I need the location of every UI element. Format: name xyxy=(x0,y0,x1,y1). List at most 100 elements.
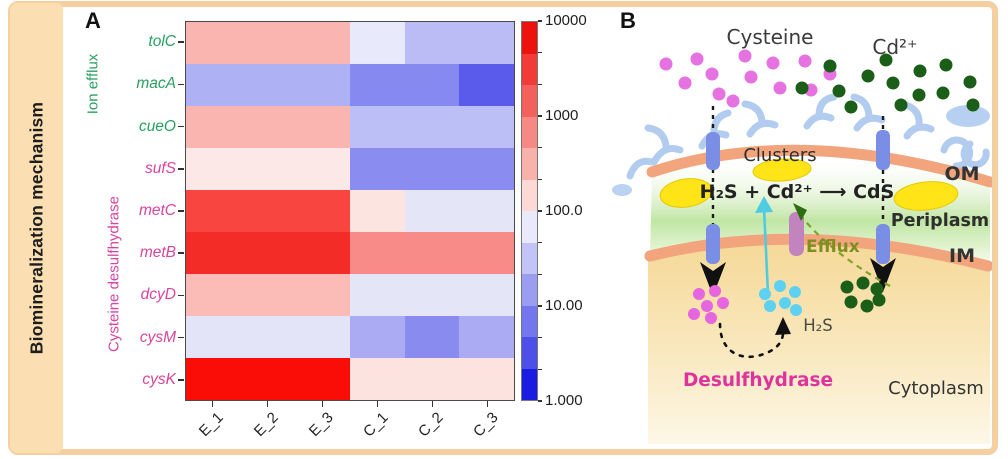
colorbar-segment-5 xyxy=(522,179,537,211)
cytoplasm-cd-dots xyxy=(840,276,886,313)
heatmap-cell-sufS-C_3 xyxy=(459,148,514,190)
heatmap-cell-sufS-E_1 xyxy=(186,148,241,190)
row-label-cysM: cysM xyxy=(139,328,176,346)
heatmap-cell-sufS-E_3 xyxy=(295,148,350,190)
panel-a-label: A xyxy=(85,8,101,33)
heatmap-cell-cysM-E_1 xyxy=(186,316,241,358)
periplasm-region xyxy=(650,153,990,262)
heatmap-cell-metB-E_2 xyxy=(240,232,296,274)
efflux-arrow xyxy=(800,215,891,287)
heatmap xyxy=(185,21,515,401)
heatmap-cell-metB-E_1 xyxy=(186,232,241,274)
lps-decoration-icon xyxy=(626,93,990,180)
h2s-label: H₂S xyxy=(803,316,833,335)
heatmap-cell-cysK-C_2 xyxy=(404,358,460,400)
heatmap-cell-dcyD-E_3 xyxy=(295,274,350,316)
heatmap-cell-metB-C_3 xyxy=(459,232,514,274)
mechanism-diagram: Cysteine Cd²⁺ Clusters H₂S + Cd²⁺ ⟶ CdS … xyxy=(612,25,992,444)
colorbar-tick xyxy=(538,83,542,86)
colorbar-label-1000: 1000 xyxy=(545,107,579,124)
colorbar-tick xyxy=(538,400,542,402)
colorbar-tick xyxy=(538,20,542,22)
heatmap-cell-metC-E_2 xyxy=(240,190,296,232)
heatmap-cell-dcyD-E_1 xyxy=(186,274,241,316)
inner-membrane xyxy=(644,233,992,272)
colorbar-segment-2 xyxy=(522,85,537,117)
heatmap-cell-tolC-C_1 xyxy=(350,22,405,64)
colorbar-tick xyxy=(538,51,542,54)
colorbar-segment-9 xyxy=(522,305,537,337)
colorbar-tick xyxy=(538,210,542,212)
sidebar-strip: Biomineralization mechanism xyxy=(10,3,63,453)
heatmap-cell-sufS-E_2 xyxy=(240,148,296,190)
sidebar-title: Biomineralization mechanism xyxy=(26,101,46,355)
col-tick xyxy=(486,401,489,407)
row-tick xyxy=(178,252,184,255)
heatmap-cell-metC-C_3 xyxy=(459,190,514,232)
row-tick xyxy=(178,41,184,43)
heatmap-cell-metB-C_2 xyxy=(404,232,460,274)
col-label-E_1: E_1 xyxy=(195,409,227,440)
panel-b-label: B xyxy=(620,8,636,33)
row-tick xyxy=(178,125,184,128)
colorbar-label-10000: 10000 xyxy=(545,12,587,29)
desulfhydrase-arrowhead-icon xyxy=(775,317,791,335)
heatmap-cell-tolC-E_1 xyxy=(186,22,241,64)
heatmap-cell-sufS-C_2 xyxy=(404,148,460,190)
colorbar-label-100.0: 100.0 xyxy=(545,202,583,219)
efflux-arrowhead-icon xyxy=(793,203,807,221)
h2s-arrowhead-icon xyxy=(755,196,773,213)
h2s-arrow xyxy=(762,207,770,295)
heatmap-cell-tolC-C_3 xyxy=(459,22,514,64)
heatmap-cell-macA-C_3 xyxy=(459,64,514,106)
row-tick xyxy=(178,167,184,170)
colorbar-segment-6 xyxy=(522,211,537,243)
col-label-E_2: E_2 xyxy=(250,409,282,440)
heatmap-cell-cysM-E_2 xyxy=(240,316,296,358)
row-label-macA: macA xyxy=(136,75,176,93)
cysteine-label: Cysteine xyxy=(727,25,814,49)
im-label: IM xyxy=(949,245,975,267)
row-label-metB: metB xyxy=(139,244,176,262)
colorbar-segment-10 xyxy=(522,337,537,369)
row-label-cysK: cysK xyxy=(142,370,176,388)
heatmap-cell-metB-C_1 xyxy=(350,232,405,274)
row-label-metC: metC xyxy=(138,202,176,219)
heatmap-cell-macA-E_3 xyxy=(295,64,350,106)
row-label-sufS: sufS xyxy=(144,159,176,177)
membrane-channels xyxy=(706,130,890,264)
heatmap-cell-cysK-C_1 xyxy=(350,358,405,400)
heatmap-cell-cysM-C_3 xyxy=(459,316,514,358)
heatmap-cell-cysK-C_3 xyxy=(459,358,514,400)
row-label-dcyD: dcyD xyxy=(140,286,176,304)
colorbar-segment-8 xyxy=(522,274,537,306)
heatmap-cell-cysM-C_1 xyxy=(350,316,405,358)
heatmap-cell-cysK-E_1 xyxy=(186,358,241,400)
heatmap-cell-cysM-C_2 xyxy=(404,316,460,358)
heatmap-cell-cysK-E_2 xyxy=(240,358,296,400)
heatmap-cell-dcyD-C_2 xyxy=(404,274,460,316)
heatmap-cell-cysK-E_3 xyxy=(295,358,350,400)
heatmap-cell-dcyD-C_3 xyxy=(459,274,514,316)
efflux-pump xyxy=(789,212,804,256)
cysteine-dots xyxy=(659,49,837,108)
heatmap-cell-tolC-E_3 xyxy=(295,22,350,64)
colorbar xyxy=(521,21,538,401)
colorbar-segment-0 xyxy=(522,22,537,54)
heatmap-cell-dcyD-C_1 xyxy=(350,274,405,316)
heatmap-cell-metC-E_1 xyxy=(186,190,241,232)
row-label-tolC: tolC xyxy=(148,33,176,51)
heatmap-cell-metC-C_1 xyxy=(350,190,405,232)
colorbar-tick xyxy=(538,368,542,371)
col-label-E_3: E_3 xyxy=(305,409,337,440)
row-tick xyxy=(178,379,184,381)
desulfhydrase-arrow xyxy=(718,322,785,359)
colorbar-tick xyxy=(538,273,542,276)
col-tick xyxy=(431,401,434,407)
outer-membrane xyxy=(646,144,992,188)
cytoplasm-h2s-dots xyxy=(759,280,802,316)
col-label-C_3: C_3 xyxy=(470,409,502,441)
heatmap-cell-macA-E_1 xyxy=(186,64,241,106)
colorbar-segment-3 xyxy=(522,116,537,148)
